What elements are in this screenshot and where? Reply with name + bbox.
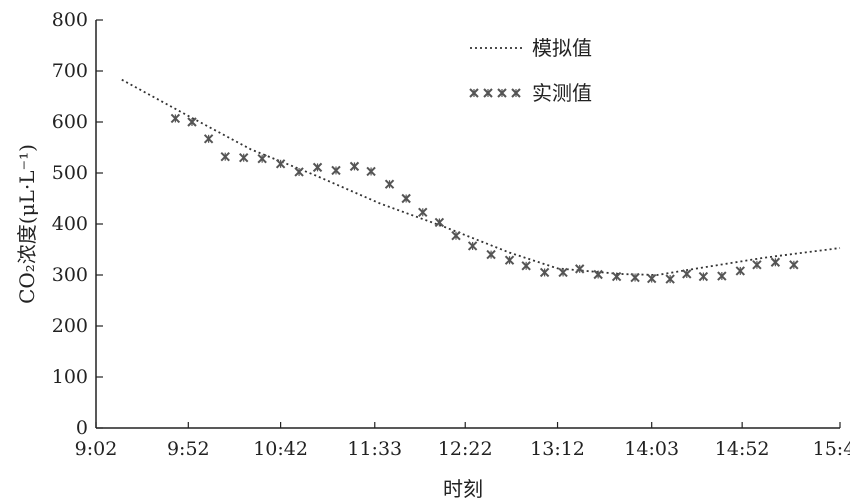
data-point-measured	[504, 255, 515, 265]
data-point-measured	[486, 249, 496, 260]
x-tick-label: 9:02	[75, 438, 118, 460]
data-point-measured	[451, 231, 461, 241]
data-point-measured	[539, 267, 550, 278]
data-point-measured	[187, 117, 197, 127]
x-tick-label: 10:42	[253, 438, 308, 460]
y-tick-label: 200	[52, 315, 88, 337]
data-point-measured	[434, 217, 445, 228]
y-axis-label: CO₂浓度(μL·L⁻¹)	[15, 144, 39, 304]
y-tick-label: 100	[52, 366, 88, 388]
y-tick-label: 800	[52, 9, 88, 31]
data-point-measured	[275, 159, 286, 169]
data-point-measured	[384, 179, 395, 189]
data-point-measured	[593, 269, 603, 280]
data-point-measured	[170, 113, 181, 124]
x-tick-label: 13:12	[530, 438, 585, 460]
x-axis-label: 时刻	[443, 477, 483, 501]
legend-label-simulated: 模拟值	[532, 36, 592, 60]
legend-swatch-measured	[469, 88, 521, 98]
series-1	[121, 78, 841, 276]
y-tick-label: 400	[52, 213, 88, 235]
data-point-measured	[203, 134, 214, 144]
data-point-measured	[331, 165, 341, 176]
data-point-measured	[467, 241, 478, 251]
legend-marker	[497, 88, 507, 98]
x-tick-label: 14:52	[715, 438, 770, 460]
x-tick-label: 9:52	[167, 438, 210, 460]
series-2	[170, 113, 799, 284]
y-tick-label: 700	[52, 60, 88, 82]
y-tick-label: 300	[52, 264, 88, 286]
y-tick-label: 500	[52, 162, 88, 184]
data-point-measured	[220, 151, 230, 162]
axes: 0 100 200 300 400 500 600 700 800 9:02 9:52 10:42 11…	[15, 9, 850, 501]
series-layer	[121, 78, 841, 284]
legend-marker	[469, 88, 479, 98]
data-point-measured	[717, 271, 727, 281]
data-point-measured	[665, 274, 675, 284]
data-point-measured	[238, 152, 249, 163]
y-tick-label: 0	[76, 417, 88, 439]
data-point-measured	[257, 154, 267, 164]
data-point-measured	[521, 261, 531, 271]
data-point-measured	[735, 266, 746, 276]
data-point-measured	[349, 161, 360, 172]
data-point-measured	[646, 273, 657, 284]
data-point-measured	[294, 167, 304, 177]
legend-marker	[511, 88, 521, 98]
x-tick-label: 12:22	[438, 438, 493, 460]
data-point-measured	[789, 260, 799, 270]
data-point-measured	[752, 260, 762, 270]
data-point-measured	[401, 193, 411, 204]
data-point-measured	[770, 257, 781, 267]
data-point-measured	[630, 272, 640, 283]
series-line-simulated	[121, 78, 841, 276]
x-tick-label: 15:45	[813, 438, 850, 460]
data-point-measured	[312, 162, 323, 173]
data-point-measured	[611, 271, 622, 282]
data-point-measured	[418, 207, 428, 217]
legend-marker	[483, 88, 493, 98]
data-point-measured	[558, 267, 568, 278]
data-point-measured	[366, 166, 376, 177]
data-point-measured	[682, 269, 692, 279]
x-tick-label: 14:03	[624, 438, 679, 460]
y-tick-label: 600	[52, 111, 88, 133]
legend-label-measured: 实测值	[532, 81, 592, 105]
x-tick-label: 11:33	[347, 438, 402, 460]
data-point-measured	[574, 264, 585, 274]
data-point-measured	[698, 271, 709, 282]
